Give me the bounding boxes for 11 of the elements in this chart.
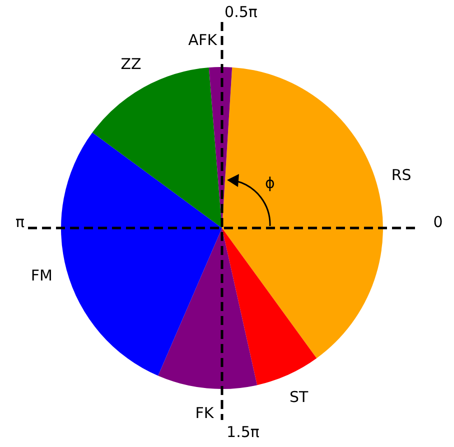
text: ϕ bbox=[265, 174, 275, 192]
slice-label: AFK bbox=[188, 31, 218, 50]
slice-label: ST bbox=[290, 388, 310, 406]
text: 1.5π bbox=[226, 423, 260, 441]
slice-label: ZZ bbox=[120, 54, 142, 73]
text: π bbox=[15, 213, 25, 231]
slice-label: FK bbox=[195, 404, 215, 422]
slice-label: RS bbox=[391, 166, 412, 184]
slice-label: FM bbox=[30, 266, 52, 285]
text: 0 bbox=[433, 213, 443, 231]
text: 0.5π bbox=[224, 3, 258, 21]
